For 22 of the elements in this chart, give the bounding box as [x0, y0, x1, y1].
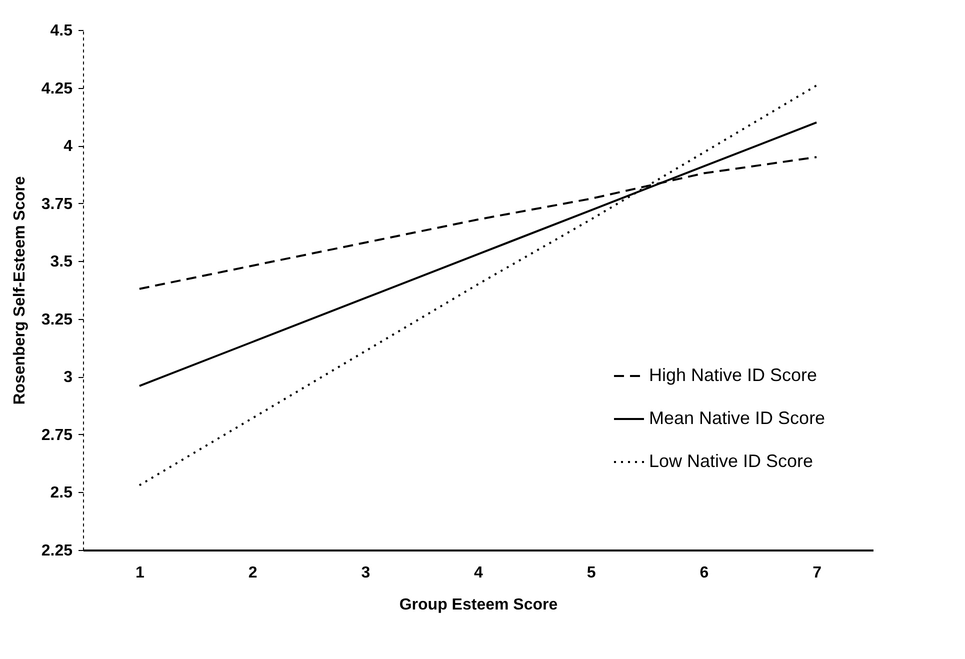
y-tick-label: 2.5 [50, 484, 73, 502]
legend-label: High Native ID Score [649, 365, 818, 385]
x-tick-label: 2 [248, 564, 258, 582]
x-tick-label: 5 [586, 564, 596, 582]
y-tick-label: 3.25 [41, 311, 73, 328]
y-tick-label: 2.75 [41, 426, 73, 444]
x-tick-label: 1 [135, 564, 144, 582]
y-tick-label: 3 [64, 369, 73, 386]
y-tick-label: 4.25 [41, 80, 73, 98]
y-tick-label: 4 [64, 138, 73, 156]
y-tick-label: 4.5 [50, 22, 73, 40]
legend-label: Low Native ID Score [649, 451, 814, 471]
x-axis-title: Group Esteem Score [399, 596, 558, 614]
y-tick-label: 3.75 [41, 196, 73, 213]
y-tick-label: 2.25 [41, 542, 73, 560]
y-tick-label: 3.5 [50, 254, 73, 271]
x-tick-label: 6 [700, 564, 709, 582]
x-tick-label: 4 [474, 564, 484, 582]
legend-label: Mean Native ID Score [649, 408, 826, 428]
x-tick-label: 3 [361, 564, 370, 582]
y-axis-title: Rosenberg Self-Esteem Score [11, 176, 28, 405]
x-tick-label: 7 [812, 564, 822, 582]
